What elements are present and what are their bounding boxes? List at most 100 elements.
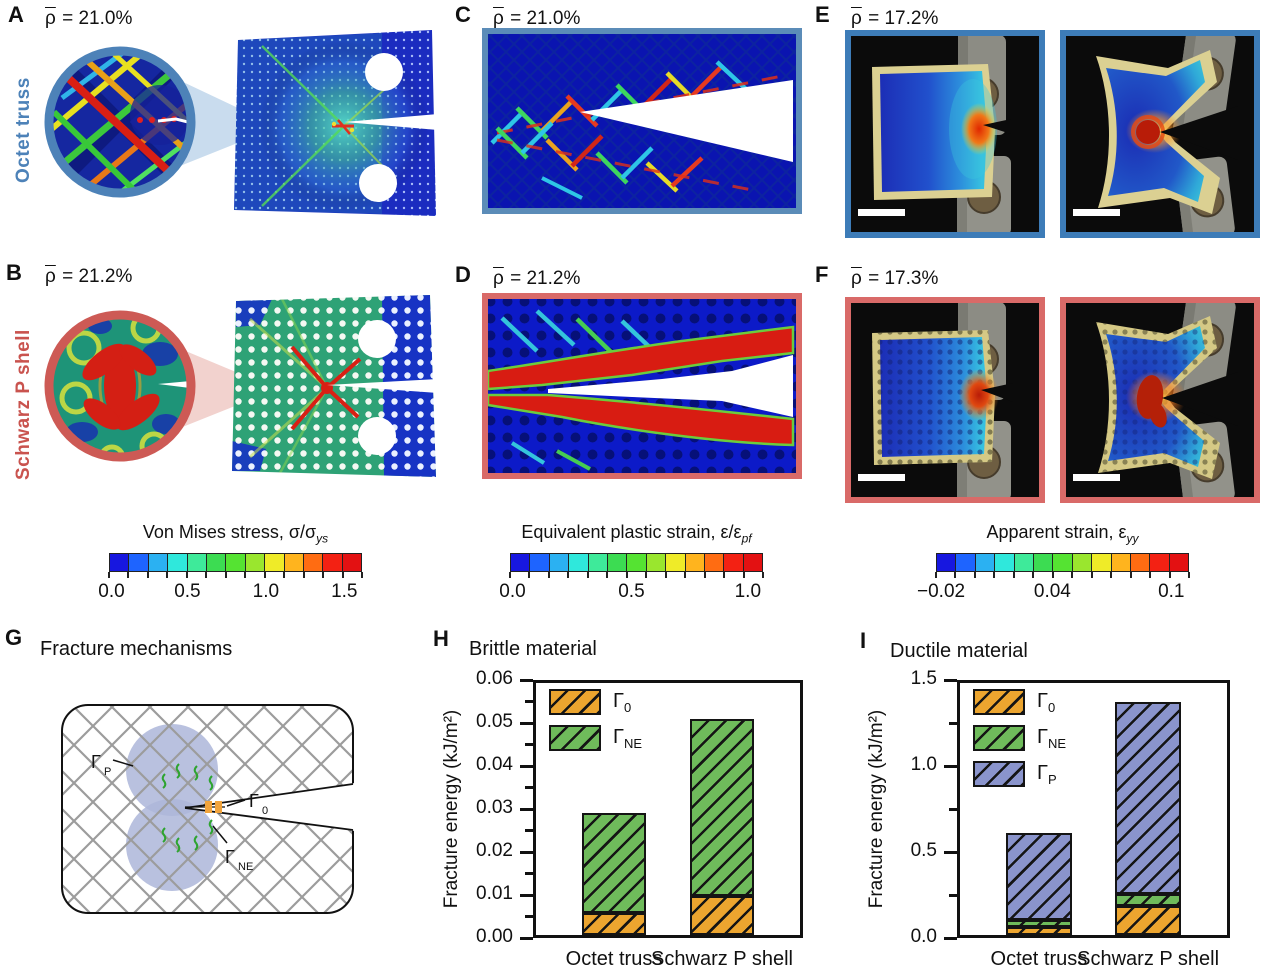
open-notch: [1160, 106, 1238, 160]
colorbar-segment: [110, 553, 130, 571]
colorbar-segment: [284, 553, 304, 571]
panel-e-letter: E: [815, 2, 830, 27]
colorbar-segment: [245, 553, 266, 571]
panel-frame: [482, 28, 802, 214]
category-label: Octet truss: [990, 948, 1088, 968]
rho-symbol: ρ: [851, 268, 862, 289]
colorbar-tick: [684, 571, 687, 578]
bar-segment-0: [581, 912, 647, 935]
rho-symbol: ρ: [45, 266, 56, 287]
colorbar-tick: [973, 571, 976, 578]
colorbar-segment: [975, 553, 996, 571]
colorbar-segment: [323, 553, 343, 571]
panel-f-photo-initial: [845, 297, 1045, 503]
colorbar-tick: [1051, 571, 1054, 578]
colorbar-tick-label: 0.0: [98, 580, 125, 602]
colorbar-segment: [704, 553, 725, 571]
y-tick-label: 0.0: [910, 926, 937, 947]
colorbar-segment: [1092, 553, 1112, 571]
scale-bar: [1073, 209, 1120, 216]
colorbar-segment: [588, 553, 608, 571]
y-minor-tick: [525, 829, 533, 832]
panel-g-letter: G: [5, 625, 23, 650]
y-tick-label: 0.02: [476, 840, 513, 861]
pin-hole: [358, 417, 396, 455]
rho-symbol: ρ: [493, 268, 504, 289]
colorbar-segment: [1014, 553, 1034, 571]
y-minor-tick: [525, 786, 533, 789]
fracture-specimen: [232, 295, 438, 477]
density-value: = 21.2%: [56, 266, 133, 287]
panel-a-side-label: Octet truss: [13, 77, 34, 183]
colorbar-segment: [549, 553, 570, 571]
colorbar-apparent-strain: Apparent strain, εyy −0.02 0.04 0.1: [917, 522, 1190, 603]
gamma-p-sub: P: [104, 766, 111, 778]
panel-e-photo-cracked: [1060, 30, 1260, 238]
panel-h-letter: H: [433, 626, 449, 651]
colorbar-tick: [1129, 571, 1132, 578]
y-axis-label: Fracture energy (kJ/m²): [866, 709, 887, 909]
colorbar-tick: [993, 571, 996, 578]
density-value: = 17.2%: [862, 8, 939, 29]
panel-b-density: ρ = 21.2%: [44, 266, 132, 288]
colorbar-segment: [646, 553, 667, 571]
pin-hole: [365, 53, 403, 91]
scale-bar: [1073, 474, 1120, 481]
colorbar-tick: [302, 571, 305, 578]
legend-label: Γ0: [1037, 689, 1056, 715]
colorbar-tick: [547, 571, 550, 578]
panel-d-crack-closeup: [482, 293, 802, 479]
bar-segment-NE: [1115, 893, 1181, 906]
colorbar-labels: 0.0 0.5 1.0 1.5: [98, 580, 362, 603]
density-value: = 21.0%: [56, 8, 133, 29]
y-tick-label: 0.03: [476, 797, 513, 818]
legend-item: ΓNE: [549, 725, 642, 751]
panel-e-photo-initial: [845, 30, 1045, 238]
category-label: Octet truss: [565, 948, 663, 968]
panel-f-photo-cracked: [1060, 297, 1260, 503]
bar-segment-NE: [581, 812, 647, 913]
process-zone-element: [205, 801, 212, 813]
colorbar-segment: [342, 553, 362, 571]
panel-b-letter: B: [6, 260, 22, 285]
colorbar-tick: [723, 571, 726, 578]
legend-label: Γ0: [613, 689, 632, 715]
panel-d-density: ρ = 21.2%: [492, 268, 580, 290]
category-label: Schwarz P shell: [1077, 948, 1220, 968]
panel-frame: [845, 30, 1045, 238]
y-major-tick: [944, 764, 957, 768]
colorbar-tick: [146, 571, 149, 578]
gamma-p-label: Γ: [91, 752, 101, 772]
panel-c-crack-closeup: [482, 28, 802, 214]
panel-c-density: ρ = 21.0%: [492, 8, 580, 30]
colorbar-segment: [956, 553, 976, 571]
colorbar-tick: [244, 571, 247, 578]
colorbar-gradient: [510, 552, 763, 572]
colorbar-title: Equivalent plastic strain, ε/εpf: [521, 522, 752, 546]
colorbar-labels: 0.0 0.5 1.0: [499, 581, 763, 603]
panel-e-density: ρ = 17.2%: [850, 8, 938, 30]
colorbar-gradient: [109, 552, 362, 572]
nonlinear-elastic-squiggles: [161, 763, 214, 853]
colorbar-tick-label: 1.5: [331, 580, 358, 602]
brittle-material-chart: H Brittle material Fracture energy (kJ/m…: [425, 622, 820, 968]
y-tick-label: 0.00: [476, 926, 513, 947]
fracture-specimen: [234, 30, 438, 216]
colorbar-tick: [1090, 571, 1093, 578]
legend-swatch: [973, 761, 1025, 787]
legend-item: ΓNE: [973, 725, 1066, 751]
colorbar-tick: [166, 571, 169, 578]
panel-a-simulation-graphic: [44, 30, 438, 216]
density-value: = 21.2%: [504, 268, 581, 289]
panel-i-title: Ductile material: [890, 640, 1028, 662]
density-value: = 17.3%: [862, 268, 939, 289]
panel-d-letter: D: [455, 262, 471, 287]
y-major-tick: [520, 764, 533, 768]
panel-a-letter: A: [8, 2, 24, 27]
notch: [344, 114, 438, 130]
panel-h-title: Brittle material: [469, 638, 597, 660]
legend: Γ0 ΓNE ΓP: [973, 689, 1066, 787]
colorbar-tick: [1149, 571, 1152, 578]
y-major-tick: [520, 807, 533, 811]
